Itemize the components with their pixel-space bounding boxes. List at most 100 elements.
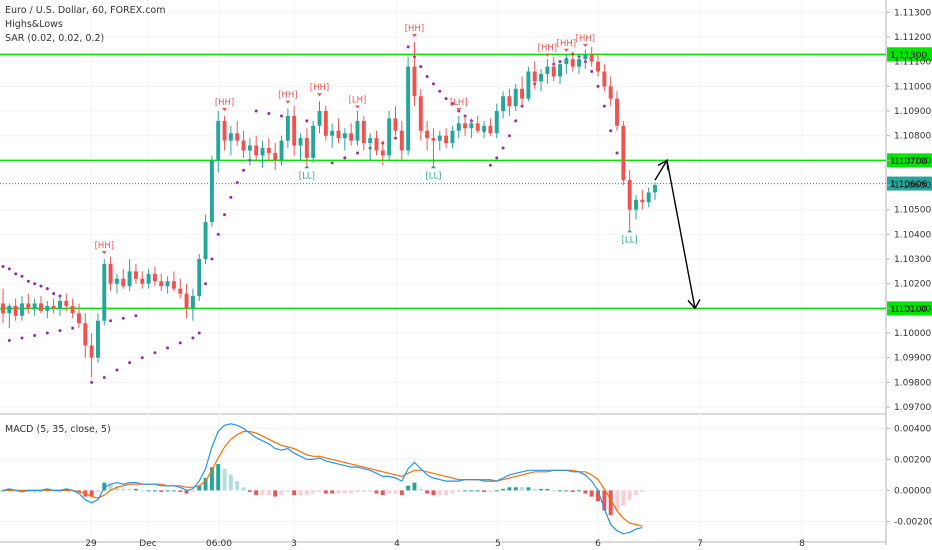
y-tick-label: 1.11200 <box>894 33 931 43</box>
candle <box>178 278 183 299</box>
candle <box>83 313 88 358</box>
x-tick-label: 29 <box>85 539 97 549</box>
x-tick-label: 3 <box>291 539 297 549</box>
candle <box>102 259 107 326</box>
candle <box>298 133 303 161</box>
candle <box>32 298 37 316</box>
sar-dot <box>153 351 157 355</box>
candle <box>349 123 354 146</box>
candle-body <box>45 305 50 311</box>
sar-dot <box>229 195 233 199</box>
candle <box>526 66 531 102</box>
candle <box>602 64 607 92</box>
macd-histogram-bar <box>140 490 145 492</box>
candle <box>13 298 18 321</box>
macd-histogram-bar <box>114 485 119 491</box>
macd-histogram-bar <box>444 490 449 496</box>
candle <box>520 76 525 107</box>
candle <box>583 49 588 70</box>
candle <box>247 138 252 166</box>
macd-histogram-bar <box>342 490 347 494</box>
x-tick-label: 6 <box>595 539 601 549</box>
sar-dot <box>507 134 511 138</box>
candle-body <box>621 125 626 181</box>
candle <box>152 266 157 287</box>
sar-dot <box>235 181 239 185</box>
sar-dot <box>197 331 201 335</box>
candle <box>146 268 151 289</box>
sar-dot <box>210 257 214 261</box>
swing-marker <box>456 108 462 112</box>
sar-dot <box>242 168 246 172</box>
candle <box>444 128 449 149</box>
candle <box>171 271 176 292</box>
y-tick-label: 1.09800 <box>894 378 931 388</box>
candle-body <box>266 148 271 153</box>
macd-histogram-bar <box>621 490 626 506</box>
macd-histogram-bar <box>532 488 537 491</box>
indicator-macd-label[interactable]: MACD (5, 35, close, 5) <box>5 424 111 435</box>
swing-marker <box>582 43 588 47</box>
sar-dot <box>609 129 613 133</box>
sar-dot <box>438 89 442 93</box>
candle <box>323 106 328 141</box>
candle <box>501 91 506 119</box>
candle-body <box>551 66 556 77</box>
macd-histogram-bar <box>627 490 632 500</box>
sar-dot <box>495 156 499 160</box>
sar-dot <box>166 346 170 350</box>
macd-histogram-bar <box>596 490 600 502</box>
macd-histogram-bar <box>317 490 322 492</box>
macd-histogram-bar <box>102 482 107 491</box>
swing-label: [HH] <box>95 241 114 251</box>
candle <box>254 135 259 161</box>
indicator-highs-lows-label[interactable]: Highs&Lows <box>5 19 63 30</box>
candle-body <box>583 54 588 60</box>
candle <box>589 46 594 67</box>
sar-dot <box>450 102 454 106</box>
sar-dot <box>602 104 606 108</box>
macd-histogram-bar <box>121 488 126 491</box>
symbol-title[interactable]: Euro / U.S. Dollar, 60, FOREX.com <box>5 5 166 16</box>
candle <box>570 51 575 72</box>
candle <box>507 88 512 116</box>
swing-marker <box>222 108 228 112</box>
candle-body <box>190 296 195 309</box>
candle <box>114 273 119 294</box>
candle-body <box>102 263 107 321</box>
candle-body <box>171 281 176 289</box>
candle <box>165 276 170 294</box>
candle <box>235 120 240 146</box>
candle-body <box>431 138 436 141</box>
swing-marker <box>430 165 436 169</box>
swing-marker <box>354 105 360 109</box>
candle <box>70 298 75 319</box>
macd-histogram-bar <box>279 490 284 496</box>
candle <box>596 54 600 77</box>
candle-body <box>494 111 499 134</box>
macd-histogram-bar <box>393 490 398 494</box>
macd-histogram-bar <box>127 488 132 491</box>
candle <box>203 214 208 264</box>
candle <box>279 135 284 166</box>
sar-dot <box>52 292 56 296</box>
sar-dot <box>102 375 106 379</box>
indicator-sar-label[interactable]: SAR (0.02, 0.02, 0.2) <box>5 33 105 44</box>
candle <box>558 61 563 84</box>
swing-marker <box>627 229 633 233</box>
macd-histogram-bar <box>184 490 189 494</box>
x-tick-label: 4 <box>394 539 400 549</box>
candle <box>330 123 335 149</box>
macd-histogram-bar <box>482 490 487 492</box>
candle-body <box>304 138 309 158</box>
sar-dot <box>7 267 11 271</box>
candle-body <box>20 303 24 316</box>
candle-body <box>380 150 385 156</box>
candle <box>551 56 556 82</box>
candle-body <box>64 300 69 306</box>
candle-body <box>228 133 233 141</box>
candle-body <box>260 148 265 156</box>
candle-body <box>387 118 392 156</box>
candle <box>39 296 43 314</box>
